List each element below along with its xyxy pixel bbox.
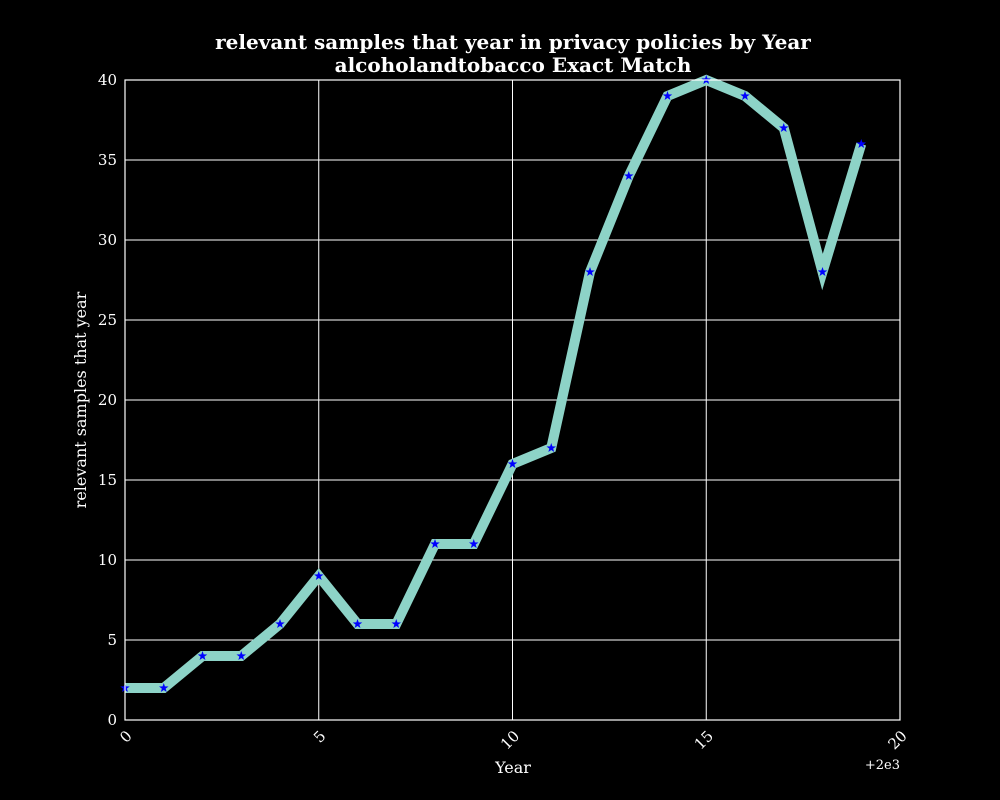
- x-offset-label: +2e3: [865, 758, 900, 773]
- plot-frame: [124, 79, 901, 721]
- data-point-marker: [817, 267, 828, 277]
- data-point-marker: [546, 443, 557, 453]
- y-tick-label: 35: [98, 151, 117, 169]
- data-point-marker: [856, 139, 867, 149]
- y-tick-label: 20: [98, 391, 117, 409]
- chart-title: relevant samples that year in privacy po…: [215, 30, 811, 54]
- data-point-marker: [662, 91, 673, 101]
- y-tick-labels: 0 5 10 15 20 25 30 35 40: [98, 71, 117, 729]
- y-tick-label: 30: [98, 231, 117, 249]
- x-axis-label: Year: [494, 758, 531, 777]
- data-point-marker: [236, 651, 247, 661]
- chart-subtitle: alcoholandtobacco Exact Match: [335, 53, 692, 77]
- data-point-marker: [468, 539, 479, 549]
- data-point-marker: [740, 91, 750, 101]
- data-point-marker: [778, 123, 789, 133]
- data-point-marker: [275, 619, 285, 629]
- data-point-marker: [158, 683, 169, 693]
- data-point-marker: [507, 459, 518, 469]
- data-point-marker: [623, 171, 634, 181]
- data-point-marker: [313, 571, 324, 581]
- y-axis-label: relevant samples that year: [71, 291, 90, 508]
- data-point-marker: [197, 651, 208, 661]
- y-tick-label: 0: [107, 711, 117, 729]
- data-point-marker: [352, 619, 363, 629]
- series-line-group: [125, 74, 867, 693]
- data-point-marker: [391, 619, 402, 629]
- data-point-marker: [585, 267, 595, 277]
- y-tick-label: 40: [98, 71, 117, 89]
- series-line: [125, 74, 867, 693]
- data-point-marker: [430, 539, 440, 549]
- y-tick-label: 25: [98, 311, 117, 329]
- y-tick-label: 15: [98, 471, 117, 489]
- y-tick-label: 10: [98, 551, 117, 569]
- y-tick-label: 5: [107, 631, 117, 649]
